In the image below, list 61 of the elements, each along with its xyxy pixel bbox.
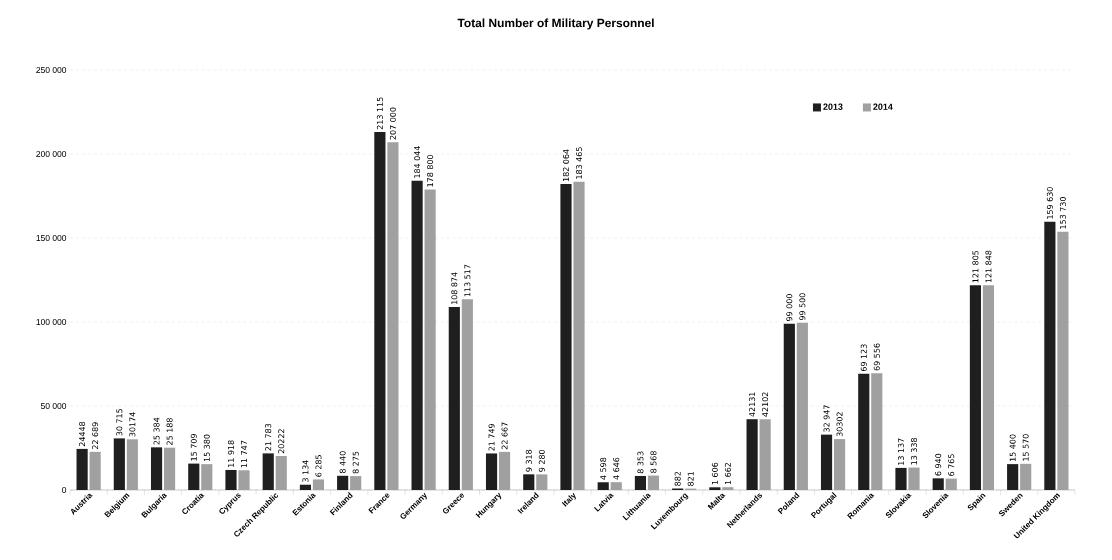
bar: [523, 474, 535, 490]
bar: [560, 184, 572, 490]
y-tick-label: 100 000: [36, 318, 67, 325]
bar: [498, 451, 511, 490]
y-tick-label: 250 000: [36, 66, 67, 73]
bar: [201, 464, 213, 490]
bar: [1044, 221, 1056, 490]
bar: [759, 419, 771, 490]
bar: [871, 373, 883, 490]
bar: [225, 469, 237, 490]
bar: [945, 478, 957, 490]
legend-label: 2014: [873, 103, 893, 110]
bar: [597, 482, 609, 490]
bar: [374, 131, 386, 490]
bar: [746, 419, 758, 490]
bar: [783, 323, 795, 490]
bar: [411, 180, 423, 490]
bar: [89, 451, 101, 490]
bar: [858, 373, 870, 490]
legend-label: 2013: [823, 103, 843, 110]
bar: [982, 285, 995, 490]
bar: [833, 439, 846, 490]
bar: [76, 448, 88, 490]
bar: [1057, 231, 1069, 490]
y-tick-label: 200 000: [36, 150, 67, 157]
bar: [164, 447, 176, 490]
bar: [722, 487, 734, 490]
bar: [1020, 463, 1032, 490]
bar: [126, 439, 138, 490]
bar: [299, 484, 312, 490]
bar: [796, 322, 808, 490]
bar: [387, 142, 399, 490]
bar: [150, 447, 163, 490]
bar: [262, 453, 274, 490]
bar: [337, 475, 349, 490]
bar: [709, 487, 721, 490]
bar: [969, 285, 982, 490]
bar: [908, 467, 920, 490]
bar: [461, 299, 473, 490]
bar: [113, 438, 125, 490]
bar: [610, 482, 622, 490]
bar: [1007, 464, 1019, 490]
bar: [188, 463, 200, 490]
bar: [424, 189, 436, 490]
bar: [275, 456, 287, 490]
y-tick-label: 0: [62, 486, 67, 493]
bar: [573, 181, 585, 490]
bar: [238, 470, 250, 490]
bar: [350, 476, 362, 490]
bar: [485, 453, 498, 490]
bar: [536, 474, 548, 490]
y-tick-label: 150 000: [36, 234, 67, 241]
bar: [448, 307, 460, 490]
bar: [312, 479, 325, 490]
bar: [634, 475, 647, 490]
y-tick-label: 50 000: [40, 402, 67, 409]
bar: [932, 478, 944, 490]
bar: [895, 467, 907, 490]
chart-title: Total Number of Military Personnel: [457, 18, 654, 30]
bar: [820, 434, 833, 490]
bar: [647, 475, 660, 490]
